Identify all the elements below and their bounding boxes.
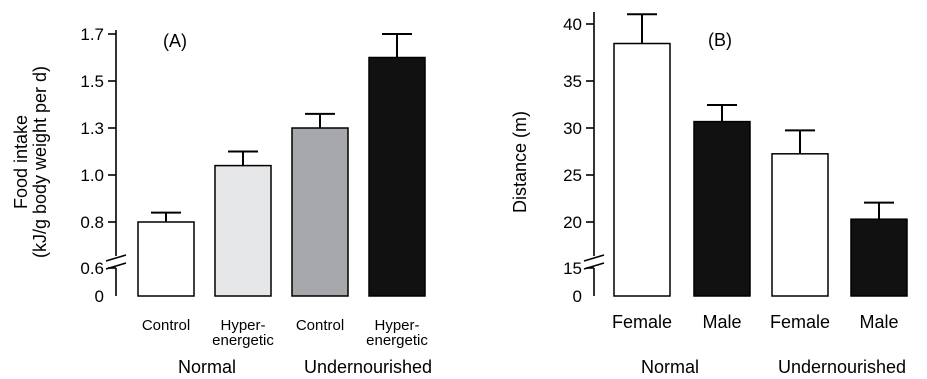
category-label: Male: [859, 312, 898, 332]
category-label: Hyper-: [374, 317, 419, 334]
bar: [137, 221, 195, 297]
category-label: Hyper-: [220, 317, 265, 334]
bar: [291, 127, 349, 297]
y-tick-label: 1.7: [80, 25, 104, 44]
category-label: energetic: [366, 332, 428, 349]
bar: [613, 42, 671, 297]
panel-label: (B): [708, 30, 732, 50]
bar: [771, 153, 829, 297]
y-axis-title: Food intake: [11, 115, 31, 209]
bar: [693, 120, 751, 297]
category-label: Male: [702, 312, 741, 332]
y-tick-label: 20: [563, 213, 582, 232]
y-tick-label: 0.6: [80, 259, 104, 278]
bar: [214, 164, 272, 297]
y-axis-title: Distance (m): [510, 111, 530, 213]
y-tick-label: 0: [573, 287, 582, 306]
group-label: Normal: [641, 357, 699, 377]
y-tick-label: 1.5: [80, 72, 104, 91]
y-tick-label: 30: [563, 119, 582, 138]
group-label: Undernourished: [778, 357, 906, 377]
bar: [850, 218, 908, 297]
y-tick-label: 0: [95, 287, 104, 306]
y-tick-label: 0.8: [80, 213, 104, 232]
panel-label: (A): [163, 31, 187, 51]
group-label: Undernourished: [304, 357, 432, 377]
axis-break-mark: [105, 254, 127, 262]
bar: [368, 56, 426, 297]
y-tick-label: 1.0: [80, 166, 104, 185]
axis-break-mark: [583, 254, 605, 262]
y-tick-label: 35: [563, 72, 582, 91]
category-label: Female: [612, 312, 672, 332]
group-label: Normal: [178, 357, 236, 377]
category-label: energetic: [212, 332, 274, 349]
category-label: Female: [770, 312, 830, 332]
category-label: Control: [296, 317, 344, 334]
y-tick-label: 1.3: [80, 119, 104, 138]
category-label: Control: [142, 317, 190, 334]
y-tick-label: 40: [563, 15, 582, 34]
y-tick-label: 25: [563, 166, 582, 185]
y-tick-label: 15: [563, 259, 582, 278]
y-axis-title: (kJ/g body weight per d): [30, 66, 50, 258]
